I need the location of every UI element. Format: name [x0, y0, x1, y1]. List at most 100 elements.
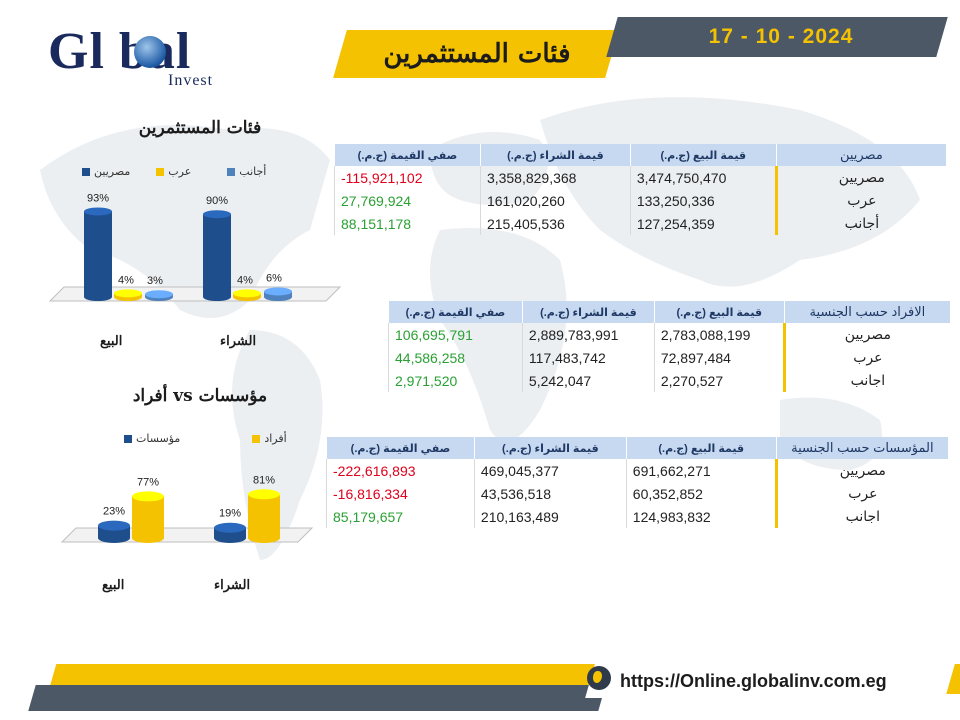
table-header-cell: قيمة البيع (ج.م.) — [625, 437, 777, 459]
table-header-cell: قيمة البيع (ج.م.) — [629, 144, 777, 166]
data-label: 4% — [118, 274, 134, 286]
table-row: عرب 72,897,484 117,483,742 44,586,258 — [388, 346, 950, 369]
table-header-row: الافراد حسب الجنسية قيمة البيع (ج.م.) قي… — [388, 301, 950, 323]
table-row: مصريين 3,474,750,470 3,358,829,368 -115,921… — [334, 166, 946, 189]
table-header-cell: قيمة الشراء (ج.م.) — [473, 437, 627, 459]
sell-value-cell: 124,983,832 — [625, 505, 777, 528]
table-header-cell: الافراد حسب الجنسية — [783, 301, 950, 323]
bar-1-1 — [248, 489, 280, 543]
chart2-category-sell: البيع — [102, 578, 125, 593]
buy-value-cell: 469,045,377 — [473, 459, 627, 482]
buy-value-cell: 2,889,783,991 — [521, 323, 655, 346]
row-label-cell: مصريين — [774, 166, 946, 189]
buy-value-cell: 5,242,047 — [521, 369, 655, 392]
sell-value-cell: 72,897,484 — [653, 346, 785, 369]
logo-globe-icon — [134, 36, 166, 68]
net-value-cell: -16,816,334 — [326, 482, 475, 505]
global-invest-logo: Gl bal Invest — [48, 22, 248, 92]
investors-table: مصريين قيمة البيع (ج.م.) قيمة الشراء (ج.… — [334, 144, 946, 235]
sell-value-cell: 2,270,527 — [653, 369, 785, 392]
row-label-cell: عرب — [774, 189, 946, 212]
data-label: 90% — [206, 195, 228, 207]
investor-categories-chart: 93% 4% 3% 90% 4% 6% — [48, 192, 342, 302]
data-label: 4% — [237, 274, 253, 286]
table-row: أجانب 127,254,359 215,405,536 88,151,178 — [334, 212, 946, 235]
sell-value-cell: 133,250,336 — [629, 189, 777, 212]
report-date: 17 - 10 - 2024 — [708, 25, 854, 48]
buy-value-cell: 161,020,260 — [479, 189, 631, 212]
sell-value-cell: 2,783,088,199 — [653, 323, 785, 346]
globe-icon — [587, 666, 611, 690]
net-value-cell: -115,921,102 — [334, 166, 481, 189]
data-label: 19% — [219, 508, 241, 520]
legend-label-arabs: عرب — [168, 166, 192, 178]
buy-value-cell: 117,483,742 — [521, 346, 655, 369]
table-header-cell: مصريين — [775, 144, 946, 166]
table-row: عرب 133,250,336 161,020,260 27,769,924 — [334, 189, 946, 212]
table-row: اجانب 2,270,527 5,242,047 2,971,520 — [388, 369, 950, 392]
row-label-cell: مصريين — [782, 323, 950, 346]
sell-value-cell: 3,474,750,470 — [629, 166, 777, 189]
chart2-category-buy: الشراء — [214, 578, 251, 593]
footer-gray-band — [28, 685, 606, 711]
buy-value-cell: 43,536,518 — [473, 482, 627, 505]
net-value-cell: -222,616,893 — [326, 459, 475, 482]
table-row: اجانب 124,983,832 210,163,489 85,179,657 — [326, 505, 948, 528]
table-header-cell: صفي القيمة (ج.م.) — [326, 437, 475, 459]
individuals-vs-institutions-chart: 23% 77% 19% 81% — [60, 474, 314, 543]
row-label-cell: مصريين — [774, 459, 948, 482]
table-header-row: مصريين قيمة البيع (ج.م.) قيمة الشراء (ج.… — [334, 144, 946, 166]
row-label-cell: عرب — [774, 482, 948, 505]
legend-label-individuals: أفراد — [264, 433, 287, 445]
net-value-cell: 2,971,520 — [388, 369, 523, 392]
bar-2-0 — [145, 290, 173, 301]
chart2-title: أفراد vs مؤسسات — [132, 386, 268, 406]
row-label-cell: عرب — [782, 346, 950, 369]
institutions-by-nationality-table: المؤسسات حسب الجنسية قيمة البيع (ج.م.) ق… — [326, 437, 948, 528]
net-value-cell: 85,179,657 — [326, 505, 475, 528]
bar-2-1 — [264, 287, 292, 301]
data-label: 6% — [266, 272, 282, 284]
table-header-cell: صفي القيمة (ج.م.) — [388, 301, 523, 323]
row-label-cell: اجانب — [782, 369, 950, 392]
legend-swatch-arabs — [156, 167, 165, 176]
row-label-cell: اجانب — [774, 505, 948, 528]
bar-0-1 — [203, 210, 231, 301]
bar-1-0 — [114, 289, 142, 301]
legend-swatch-individuals — [252, 434, 261, 443]
buy-value-cell: 210,163,489 — [473, 505, 627, 528]
table-header-row: المؤسسات حسب الجنسية قيمة البيع (ج.م.) ق… — [326, 437, 948, 459]
report-title: فئات المستثمرين — [383, 39, 571, 69]
table-row: مصريين 2,783,088,199 2,889,783,991 106,695,… — [388, 323, 950, 346]
chart2-legend: مؤسسات أفراد — [124, 432, 287, 445]
sell-value-cell: 60,352,852 — [625, 482, 777, 505]
table-row: مصريين 691,662,271 469,045,377 -222,616,893 — [326, 459, 948, 482]
logo-wordmark: Gl bal — [48, 23, 192, 80]
bar-0-0 — [84, 207, 112, 301]
table-row: عرب 60,352,852 43,536,518 -16,816,334 — [326, 482, 948, 505]
buy-value-cell: 215,405,536 — [479, 212, 631, 235]
bar-1-0 — [132, 491, 164, 543]
data-label: 3% — [147, 275, 163, 287]
data-label: 81% — [253, 474, 275, 486]
table-header-cell: قيمة الشراء (ج.م.) — [479, 144, 631, 166]
data-label: 77% — [137, 476, 159, 488]
net-value-cell: 106,695,791 — [388, 323, 523, 346]
buy-value-cell: 3,358,829,368 — [479, 166, 631, 189]
website-link[interactable]: https://Online.globalinv.com.eg — [620, 671, 887, 691]
legend-label-foreigners: أجانب — [239, 166, 267, 178]
individuals-by-nationality-table: الافراد حسب الجنسية قيمة البيع (ج.م.) قي… — [388, 301, 950, 392]
legend-swatch-egyptians — [82, 167, 90, 176]
net-value-cell: 44,586,258 — [388, 346, 523, 369]
chart1-category-sell: البيع — [100, 334, 123, 349]
bar-0-1 — [214, 522, 246, 543]
bar-0-0 — [98, 520, 130, 543]
data-label: 23% — [103, 506, 125, 518]
net-value-cell: 88,151,178 — [334, 212, 481, 235]
chart1-title: فئات المستثمرين — [138, 118, 262, 138]
table-header-cell: قيمة الشراء (ج.م.) — [521, 301, 655, 323]
table-header-cell: المؤسسات حسب الجنسية — [775, 437, 948, 459]
table-header-cell: صفي القيمة (ج.م.) — [334, 144, 481, 166]
sell-value-cell: 127,254,359 — [629, 212, 777, 235]
chart1-legend: مصريين عرب أجانب — [82, 165, 266, 178]
